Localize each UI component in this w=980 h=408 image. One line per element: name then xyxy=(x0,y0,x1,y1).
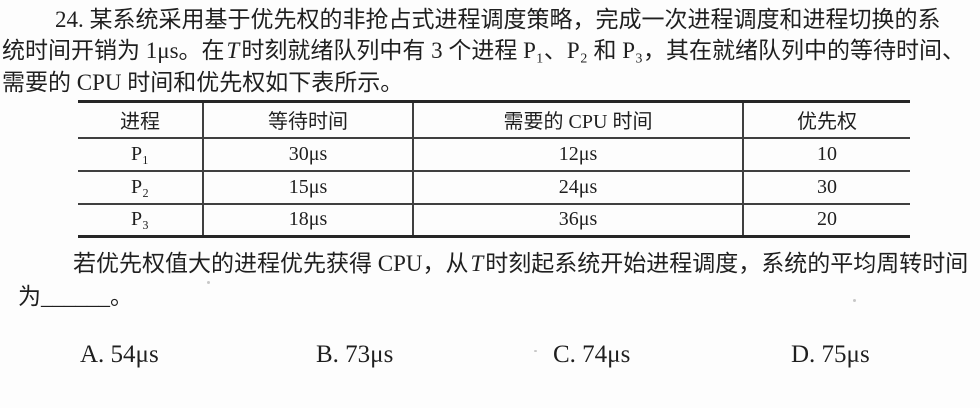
followup-paragraph-line-1: 若优先权值大的进程优先获得 CPU，从T时刻起系统开始进程调度，系统的平均周转时… xyxy=(0,249,980,279)
answer-blank: ______ xyxy=(41,284,110,309)
cell-priority: 20 xyxy=(817,208,837,231)
cell-priority: 10 xyxy=(743,137,910,172)
followup-paragraph-line-2: 为______。 xyxy=(18,282,133,312)
col-header-priority: 优先权 xyxy=(743,101,910,139)
answer-options-row: A. 54μs B. 73μs C. 74μs D. 75μs xyxy=(0,341,980,375)
cell-wait: 18μs xyxy=(203,203,414,237)
scan-speck xyxy=(534,350,537,352)
cell-process: P₃ xyxy=(78,203,204,237)
cell-cpu: 24μs xyxy=(413,170,744,205)
table-header-row: 进程 等待时间 需要的 CPU 时间 优先权 xyxy=(78,101,910,139)
text-segment: 为 xyxy=(18,284,41,309)
process-table: 进程 等待时间 需要的 CPU 时间 优先权 P₁ 30μs 12μs 10 P… xyxy=(78,100,910,238)
text-segment: 若优先权值大的进程优先获得 CPU，从 xyxy=(73,251,469,276)
table-row-p2: P₂ 15μs 24μs 30 xyxy=(78,170,910,205)
question-paragraph-line-3: 需要的 CPU 时间和优先权如下表所示。 xyxy=(2,70,404,95)
scan-speck xyxy=(787,29,789,31)
option-a: A. 54μs xyxy=(80,341,159,368)
text-segment: 统时间开销为 1μs。在 xyxy=(2,38,225,63)
variable-t: T xyxy=(226,38,240,63)
scan-speck xyxy=(853,299,856,302)
text-segment: 。 xyxy=(110,284,133,309)
col-header-cpu-time: 需要的 CPU 时间 xyxy=(413,101,744,139)
text-segment: 时刻起系统开始进程调度，系统的平均周转时间 xyxy=(485,251,969,276)
cell-cpu: 12μs xyxy=(413,137,744,172)
text-segment: 时刻就绪队列中有 3 个进程 P₁、P₂ 和 P₃，其在就绪队列中的等待时间、 xyxy=(241,38,966,63)
question-paragraph-line-1: 24. 某系统采用基于优先权的非抢占式进程调度策略，完成一次进程调度和进程切换的… xyxy=(55,7,941,32)
cell-cpu: 36μs xyxy=(413,203,744,237)
cell-wait: 30μs xyxy=(203,137,414,172)
option-d: D. 75μs xyxy=(791,341,870,368)
col-header-process: 进程 xyxy=(78,101,204,139)
table-row-p3: P₃ 18μs 36μs 20 xyxy=(78,203,910,237)
option-c: C. 74μs xyxy=(553,341,631,368)
cell-wait: 15μs xyxy=(203,170,414,205)
cell-process: P₁ xyxy=(78,137,204,172)
question-paragraph-line-2: 统时间开销为 1μs。在T时刻就绪队列中有 3 个进程 P₁、P₂ 和 P₃，其… xyxy=(2,36,965,66)
cell-priority: 30 xyxy=(743,170,910,205)
scan-speck xyxy=(207,281,210,284)
table-row-p1: P₁ 30μs 12μs 10 xyxy=(78,137,910,172)
col-header-wait-time: 等待时间 xyxy=(203,101,414,139)
cell-process: P₂ xyxy=(78,170,204,205)
variable-t: T xyxy=(470,251,484,276)
option-b: B. 73μs xyxy=(316,341,394,368)
